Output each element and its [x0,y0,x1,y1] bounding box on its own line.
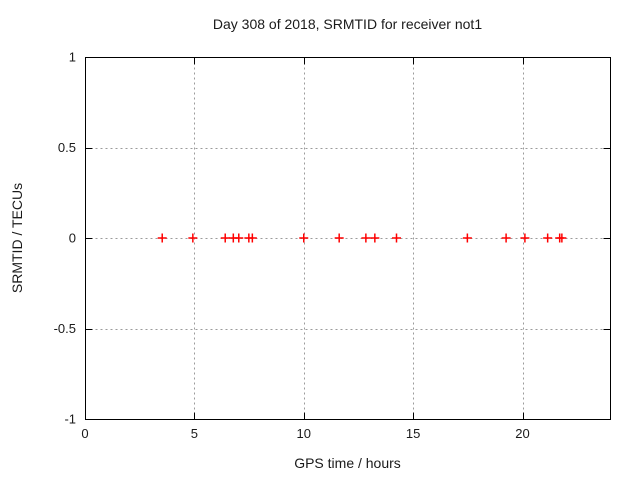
y-tick-label: 0.5 [58,140,76,155]
x-tick-label: 15 [406,426,420,441]
data-point [299,233,309,243]
y-tick-label: -0.5 [54,321,76,336]
data-point [188,233,198,243]
y-tick-label: -1 [64,412,76,427]
chart-title: Day 308 of 2018, SRMTID for receiver not… [212,16,483,32]
x-tick-label: 0 [81,426,88,441]
x-axis-label: GPS time / hours [294,455,401,471]
data-point [543,233,553,243]
x-tick-label: 10 [297,426,311,441]
data-point [520,233,530,243]
data-point [247,233,257,243]
x-tick-label: 20 [515,426,529,441]
y-tick-label: 0 [69,231,76,246]
data-point [501,233,511,243]
y-axis-label: SRMTID / TECUs [9,182,25,294]
data-point [392,233,401,243]
data-point [334,233,344,243]
data-point [234,233,244,243]
data-point [220,233,230,243]
x-tick-label: 5 [191,426,198,441]
data-point [157,233,167,243]
data-point [370,233,380,243]
data-point [462,233,472,243]
data-point [361,233,371,243]
y-tick-label: 1 [69,50,76,65]
data-point [557,233,567,243]
